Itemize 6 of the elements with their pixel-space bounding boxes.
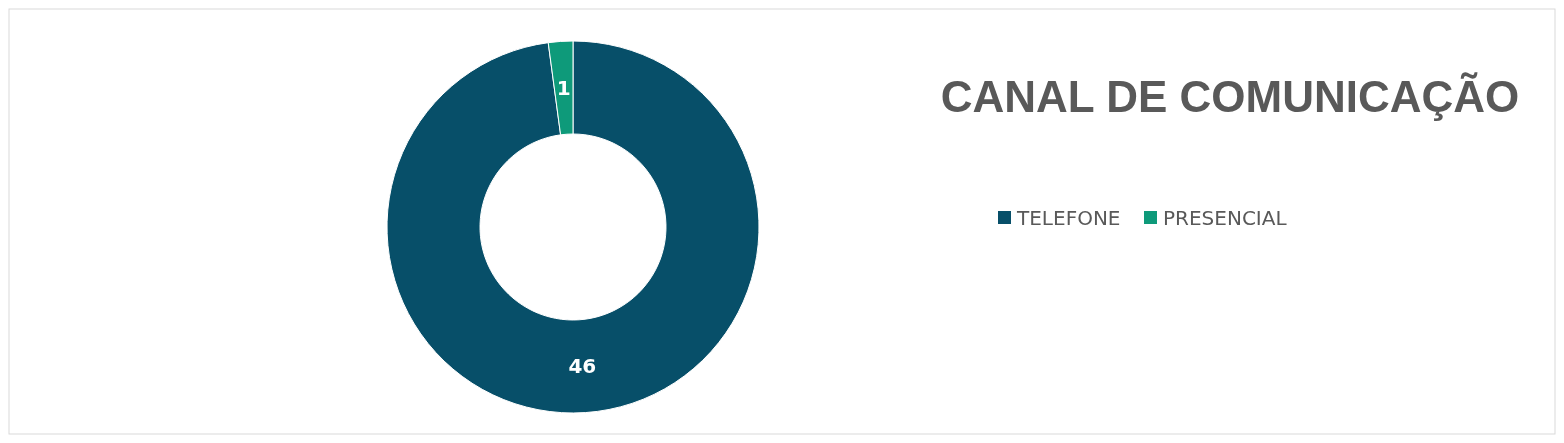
legend-label: PRESENCIAL (1163, 206, 1288, 230)
donut-slice (386, 40, 760, 414)
data-label: 1 (556, 75, 571, 100)
legend-label: TELEFONE (1016, 206, 1121, 230)
text: CANAL DE COMUNICAÇÃO (940, 72, 1520, 121)
data-label: 46 (568, 354, 597, 379)
